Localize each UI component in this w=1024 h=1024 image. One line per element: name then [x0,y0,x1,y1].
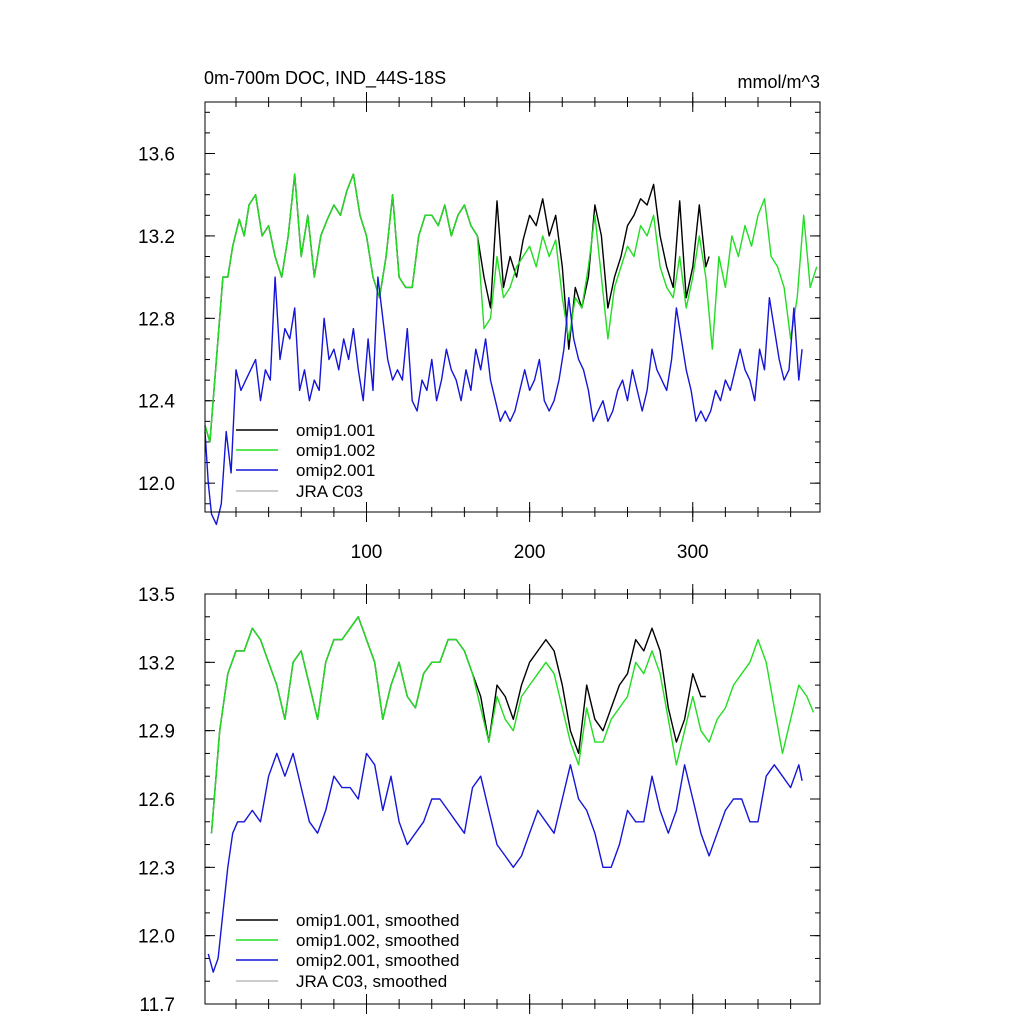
chart-title: 0m-700m DOC, IND_44S-18S [204,68,446,89]
x-tick-label: 300 [677,542,709,563]
legend-label: omip1.001 [296,421,375,440]
series-line-omip2-001 [204,276,803,526]
legend-entry: JRA C03 [236,482,363,501]
legend-entry: omip2.001 [236,461,375,480]
y-tick-label: 13.2 [138,227,175,248]
legend-label: omip1.001, smoothed [296,911,460,930]
y-tick-label: 12.9 [138,722,175,743]
plot-frame [204,593,821,1005]
y-tick-label: 12.0 [138,474,175,495]
legend-entry: omip1.001, smoothed [236,911,460,930]
y-tick-labels: 12.0 12.4 12.8 13.2 13.6 [138,145,175,496]
legend-label: omip2.001, smoothed [296,951,460,970]
legend-entry: omip1.001 [236,421,375,440]
series-line-omip1-002-smoothed [210,616,815,834]
legend-label: omip2.001 [296,461,375,480]
legend: omip1.001 omip1.002 omip2.001 JRA C03 [236,421,375,501]
y-tick-label: 12.4 [138,392,175,413]
x-tick-label: 100 [351,542,383,563]
series-lines [204,173,818,526]
series-line-omip1-002 [204,173,818,443]
legend-entry: JRA C03, smoothed [236,972,447,991]
legend-entry: omip1.002, smoothed [236,931,460,950]
y-tick-label: 12.6 [138,790,175,811]
series-line-omip2-001-smoothed [207,752,803,973]
legend-label: JRA C03 [296,482,363,501]
y-tick-label: 11.7 [139,995,175,1016]
legend-entry: omip2.001, smoothed [236,951,460,970]
bottom-panel: 11.7 12.0 12.3 12.6 12.9 13.2 13.5 omip1.001, … [138,584,821,1016]
y-tick-label: 13.2 [138,653,175,674]
x-tick-label: 200 [514,542,546,563]
legend-label: omip1.002, smoothed [296,931,460,950]
x-tick-labels: 100 200 300 [351,542,709,563]
y-tick-label: 12.0 [138,927,175,948]
legend-label: omip1.002 [296,441,375,460]
top-panel: 0m-700m DOC, IND_44S-18S mmol/m^3 12.012… [138,68,821,563]
y-tick-label: 13.5 [138,585,175,606]
legend-label: JRA C03, smoothed [296,972,447,991]
y-tick-label: 12.3 [138,858,175,879]
series-lines [207,616,815,973]
y-tick-label: 13.6 [138,145,175,166]
y-tick-label: 12.8 [138,309,175,330]
y-tick-labels: 11.7 12.0 12.3 12.6 12.9 13.2 13.5 [138,585,175,1016]
legend-entry: omip1.002 [236,441,375,460]
plot-frame [204,101,821,513]
units-label: mmol/m^3 [738,72,820,92]
legend: omip1.001, smoothed omip1.002, smoothed … [236,911,460,991]
